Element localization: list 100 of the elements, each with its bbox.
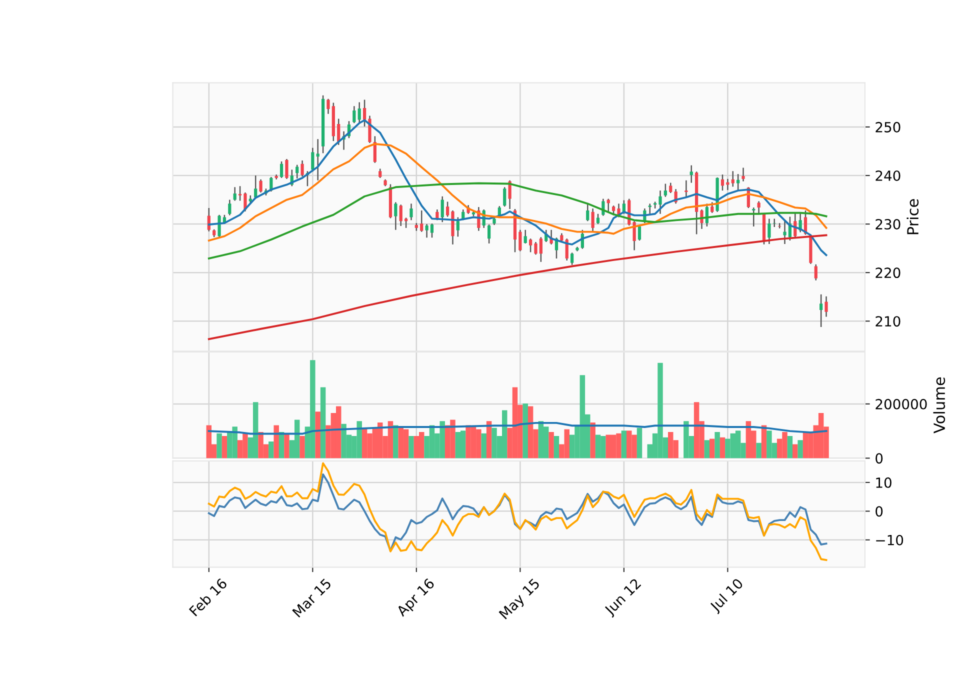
y-axis-title: Price [906,199,919,234]
bar [548,432,554,458]
candlestick [420,210,424,232]
candlestick [524,229,527,244]
x-tick-label: Jul 10 [708,578,746,614]
candlestick [518,229,522,252]
bar [720,437,726,458]
candlestick [768,218,771,245]
candlestick [658,190,662,214]
bar [268,441,274,458]
candlestick [285,158,288,180]
candlestick [378,168,382,179]
bar [278,432,284,458]
bar [621,430,627,458]
y-tick-label: 210 [876,316,900,327]
candlestick [596,213,600,225]
line-series [208,182,828,260]
candlestick [731,170,734,188]
bar [636,428,642,458]
candlestick [783,220,786,245]
candlestick [300,160,304,178]
bar [798,440,803,458]
candlestick [814,264,818,281]
candlestick [487,224,491,244]
bar [320,387,326,458]
line-series [208,462,828,561]
bar [216,433,222,458]
candlestick [446,201,450,218]
bar [704,440,710,458]
y-tick-label: 230 [876,219,900,230]
candlestick [586,203,590,222]
candlestick [394,202,398,230]
candlestick [280,160,284,179]
x-tick-label: Apr 16 [396,578,437,619]
x-tick-label: Mar 15 [292,578,332,618]
bar [481,433,486,458]
x-tick-label: Feb 16 [188,578,228,617]
bar [284,433,290,458]
candlestick [508,180,512,210]
candlestick [591,208,594,232]
candlestick [326,98,330,114]
y-tick-label: 240 [876,170,900,181]
bar [792,444,798,458]
y-tick-label: 0 [876,453,883,464]
candlestick [570,252,574,266]
candlestick [648,203,652,214]
candlestick [362,99,366,128]
bar [710,438,715,458]
bar [300,436,305,458]
candlestick [820,294,823,328]
y-tick-label: 220 [876,268,900,278]
bar [714,432,720,458]
candlestick [752,206,756,228]
bar [315,412,320,458]
bar [554,436,560,458]
line-series [208,422,828,435]
candlestick [736,173,740,192]
bar [486,421,492,458]
candlestick [337,118,340,146]
x-tick-label: Jun 12 [603,578,644,618]
candlestick [244,192,247,212]
candlestick [720,174,724,192]
candlestick [684,180,688,198]
y-tick-label: 10 [876,477,892,488]
candlestick [368,115,372,144]
y-tick-label: 250 [876,122,900,132]
candlestick [503,186,506,208]
candlestick [528,238,532,253]
candlestick [824,296,828,318]
y-tick-label: 200000 [876,398,927,410]
candlestick [440,196,444,223]
candlestick [316,138,320,181]
candlestick [410,203,413,221]
candlestick [233,186,236,202]
candlestick [259,178,262,194]
bar [393,425,398,458]
y-axis-title: Volume [933,377,946,434]
y-tick-label: −10 [876,534,904,546]
candlestick [358,102,361,124]
candlestick [710,202,714,214]
bar [222,436,228,458]
candlestick [539,236,542,263]
line-series [208,142,828,242]
candlestick [352,105,356,124]
bar [274,425,279,458]
line-series [208,234,828,340]
candlestick [399,204,402,227]
candlestick [456,216,460,238]
bar [408,436,414,458]
candlestick [430,222,434,238]
bar [787,436,793,458]
candlestick [690,164,693,184]
candlestick [228,199,232,216]
y-tick-label: 0 [876,506,883,517]
candlestick [296,164,299,180]
bar [590,422,596,458]
candlestick [669,182,672,194]
bar [761,425,767,458]
candlestick [742,167,745,182]
bar [756,442,762,458]
